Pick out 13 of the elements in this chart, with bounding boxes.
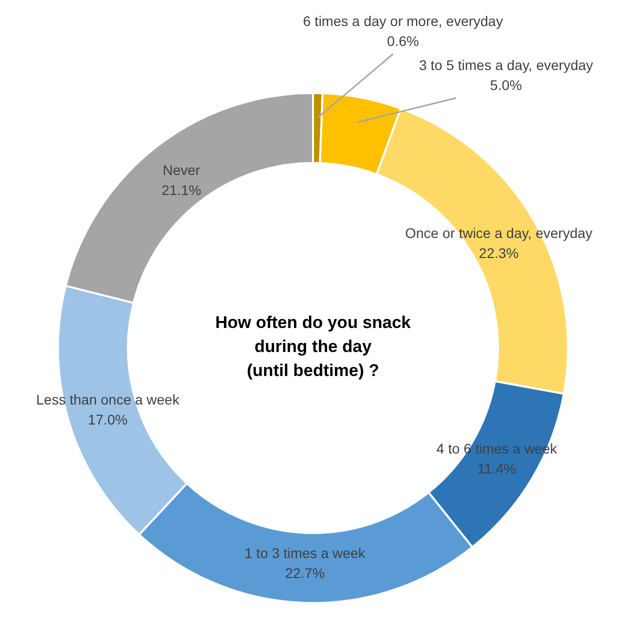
data-label: 17.0% [88,412,128,428]
data-label: 11.4% [477,460,516,477]
data-label: 22.7% [285,564,325,581]
slice-label: 3 to 5 times a day, everyday [418,57,594,73]
text: How often do you snack during the day (until bedtime) ? [215,313,412,380]
slice-label: 6 times a day or more, everyday [303,13,503,29]
data-label: 21.1% [162,182,202,198]
slice-label: 1 to 3 times a week [244,544,366,561]
slice-label: Never [162,162,200,178]
data-label: 22.3% [478,244,519,261]
slice-label: Less than once a week [36,392,180,408]
data-label: 0.6% [387,33,419,49]
data-label: 5.0% [490,77,522,93]
